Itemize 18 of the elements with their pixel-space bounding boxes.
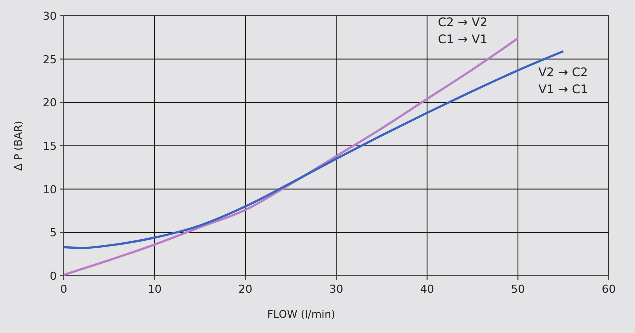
series-label: V2 → C2 V1 → C1	[538, 66, 588, 97]
x-tick-label: 50	[511, 283, 526, 296]
y-tick-label: 20	[43, 96, 57, 110]
x-axis-title: FLOW (l/min)	[268, 309, 336, 321]
series-label: C2 → V2 C1 → V1	[438, 16, 488, 47]
x-tick-label: 20	[238, 283, 253, 296]
x-tick-label: 10	[148, 283, 162, 296]
y-tick-label: 10	[43, 183, 57, 196]
y-tick-label: 30	[43, 10, 57, 23]
x-tick-label: 40	[420, 283, 434, 296]
y-tick-label: 0	[50, 270, 57, 283]
y-axis-title: Δ P (BAR)	[13, 120, 25, 172]
y-tick-label: 25	[43, 53, 57, 66]
x-tick-label: 0	[60, 283, 68, 296]
x-tick-label: 30	[330, 283, 344, 296]
y-tick-label: 5	[50, 226, 57, 240]
y-tick-label: 15	[43, 140, 57, 153]
x-tick-label: 60	[602, 283, 616, 296]
